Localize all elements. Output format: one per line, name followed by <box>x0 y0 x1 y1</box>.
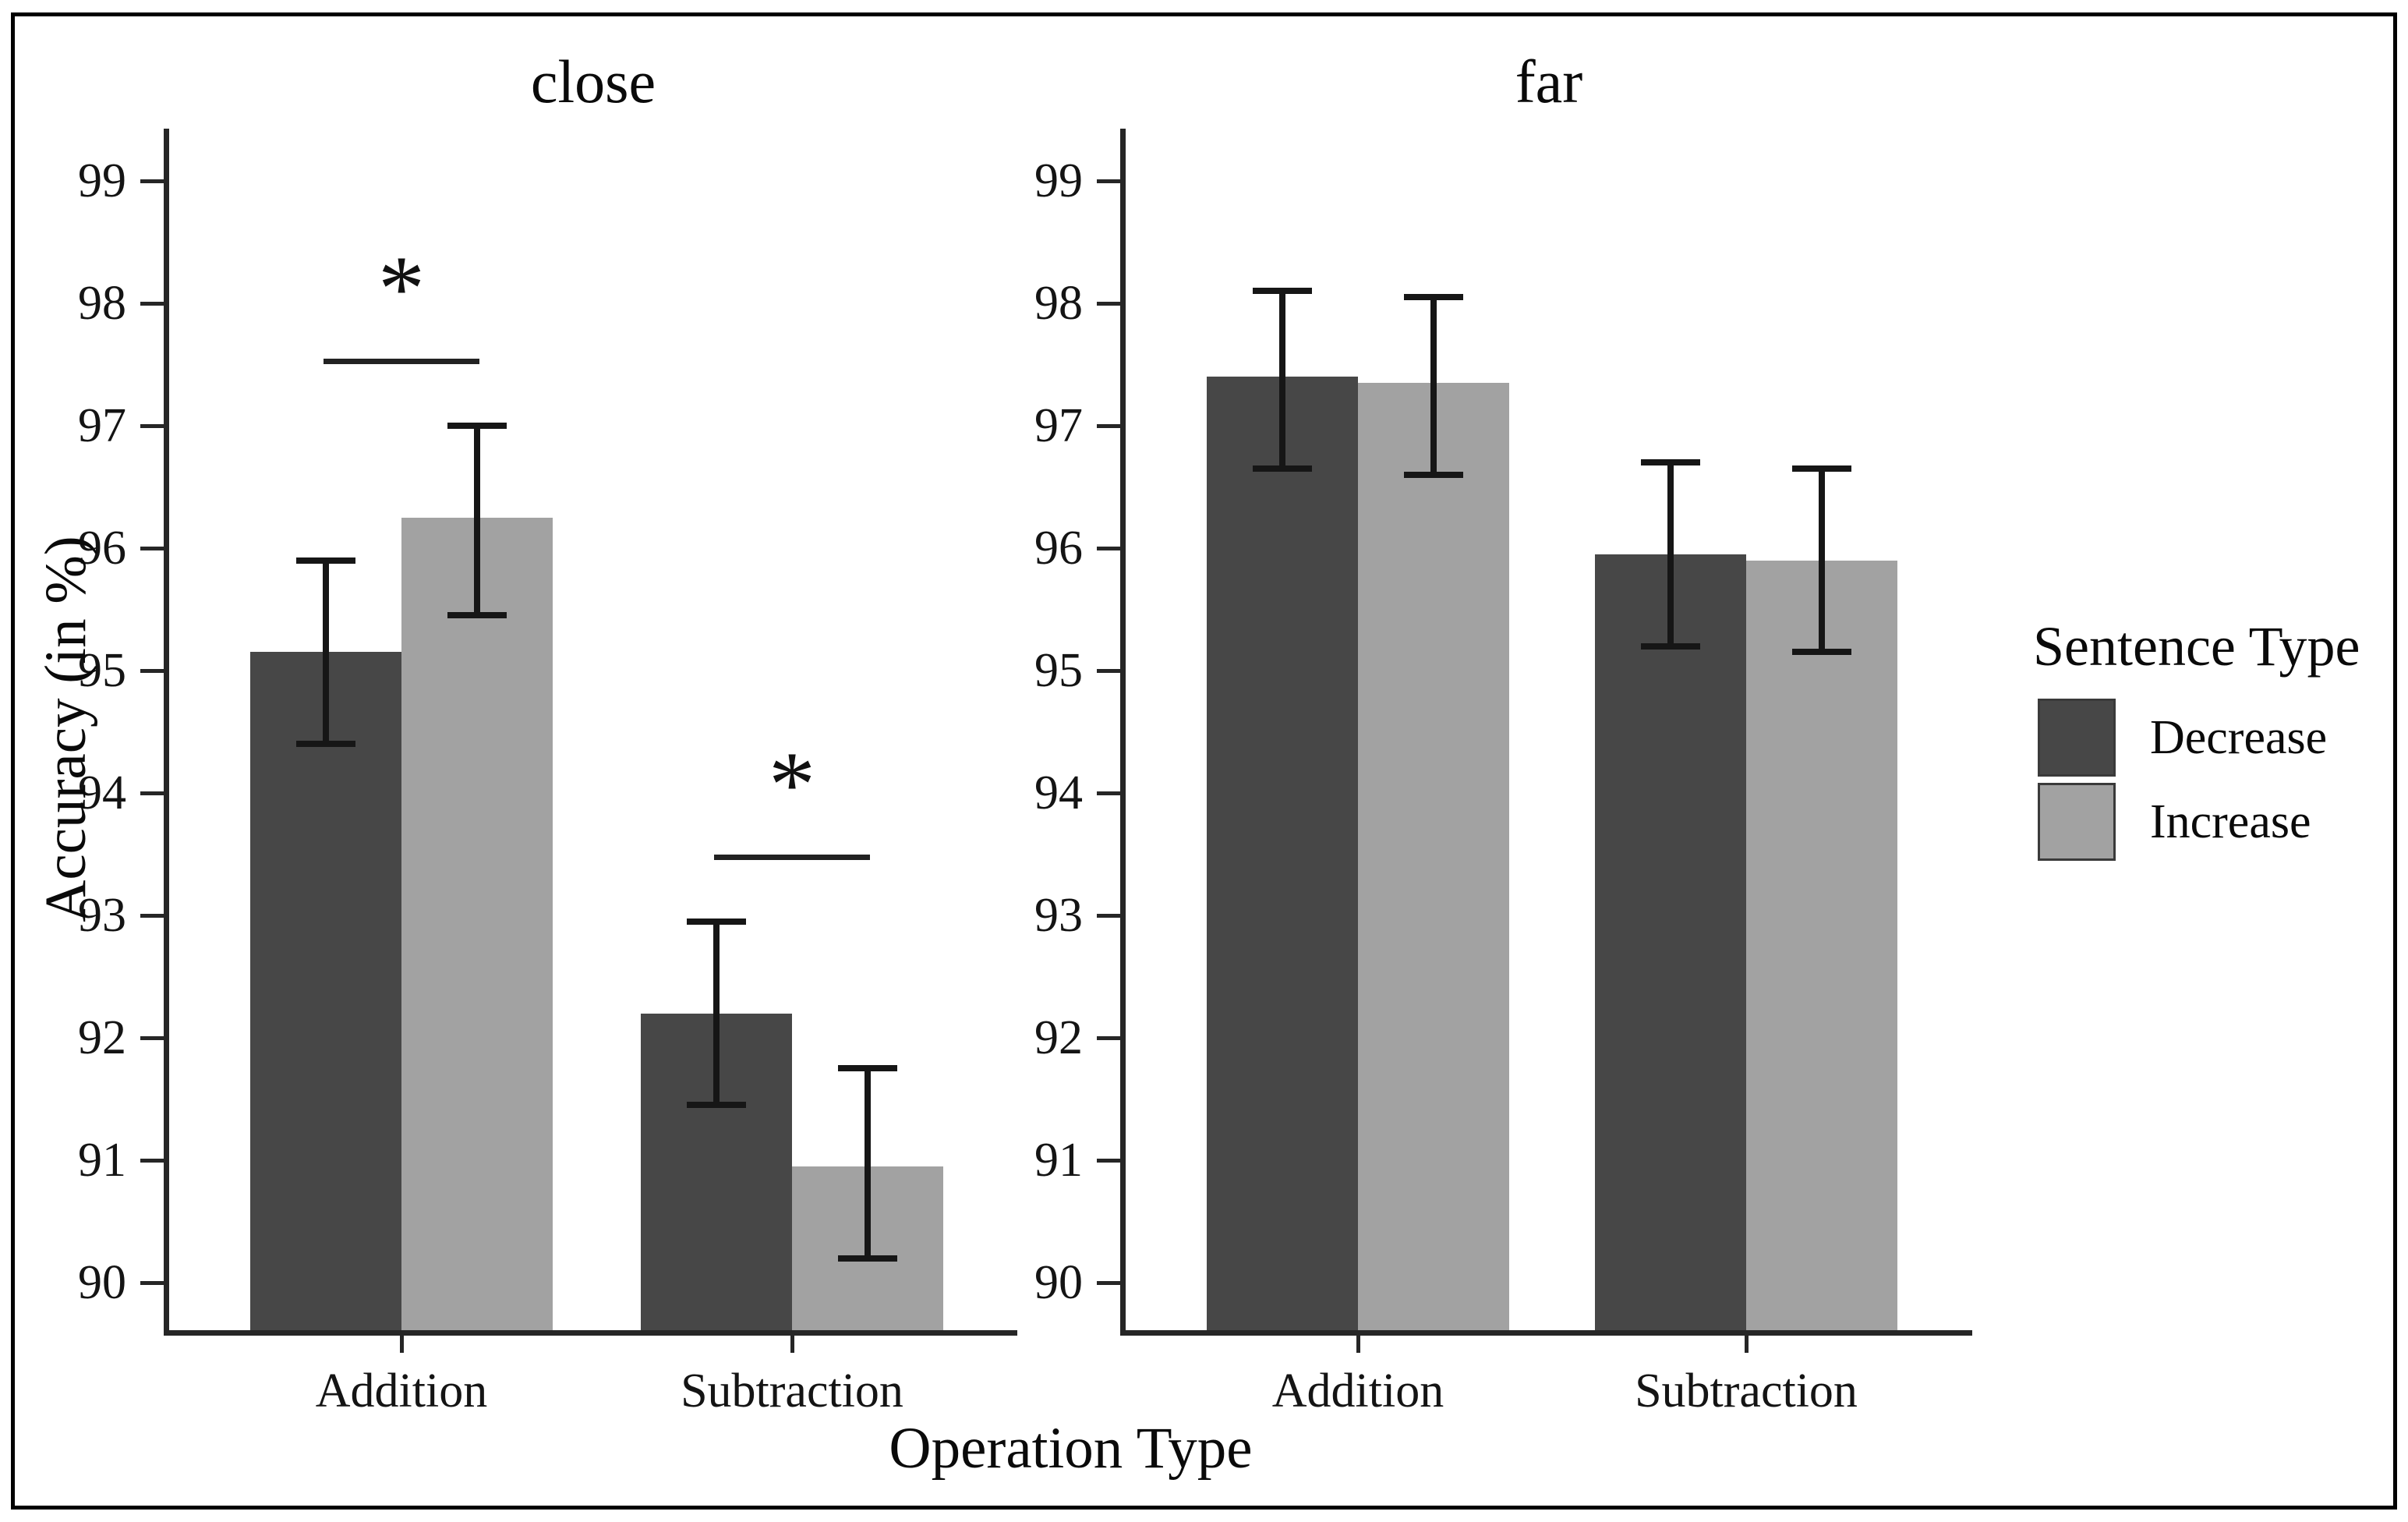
error-bar-cap-top-far-addition-decrease <box>1253 288 1312 295</box>
facet-title-close: close <box>530 48 656 115</box>
x-tick-far-Addition <box>1356 1336 1360 1353</box>
x-tick-label-close-Subtraction: Subtraction <box>681 1364 903 1418</box>
y-tick-label-close-97: 97 <box>78 399 126 452</box>
y-tick-label-far-91: 91 <box>1034 1134 1083 1187</box>
x-tick-far-Subtraction <box>1745 1336 1749 1353</box>
sig-line-close-subtraction <box>714 854 870 860</box>
y-tick-close-91 <box>140 1159 164 1163</box>
y-tick-label-far-90: 90 <box>1034 1256 1083 1309</box>
y-tick-far-96 <box>1097 547 1120 550</box>
error-bar-cap-bottom-close-addition-increase <box>447 612 507 619</box>
y-tick-close-92 <box>140 1036 164 1040</box>
error-bar-stem-far-addition-increase <box>1430 297 1437 475</box>
y-tick-label-close-92: 92 <box>78 1011 126 1064</box>
y-tick-close-98 <box>140 302 164 306</box>
x-tick-close-Subtraction <box>790 1336 794 1353</box>
y-tick-far-91 <box>1097 1159 1120 1163</box>
legend-title: Sentence Type <box>2033 615 2360 678</box>
error-bar-cap-top-far-subtraction-decrease <box>1641 459 1700 466</box>
y-tick-close-93 <box>140 914 164 918</box>
y-tick-label-close-91: 91 <box>78 1134 126 1187</box>
error-bar-cap-top-close-subtraction-decrease <box>687 918 746 925</box>
x-tick-close-Addition <box>400 1336 404 1353</box>
y-tick-close-94 <box>140 791 164 795</box>
y-tick-label-close-99: 99 <box>78 154 126 207</box>
y-tick-close-97 <box>140 424 164 428</box>
error-bar-stem-far-addition-decrease <box>1279 291 1285 469</box>
legend-label-decrease: Decrease <box>2150 711 2328 764</box>
y-tick-label-far-95: 95 <box>1034 644 1083 697</box>
error-bar-cap-top-close-subtraction-increase <box>838 1065 897 1072</box>
x-axis-line-close <box>164 1330 1017 1336</box>
bar-close-addition-decrease <box>250 652 401 1332</box>
y-tick-close-95 <box>140 669 164 673</box>
y-axis-line-far <box>1120 129 1126 1336</box>
error-bar-cap-bottom-far-subtraction-decrease <box>1641 642 1700 650</box>
y-tick-label-far-96: 96 <box>1034 522 1083 575</box>
bar-far-subtraction-decrease <box>1595 554 1746 1332</box>
bar-far-subtraction-increase <box>1746 560 1897 1332</box>
error-bar-cap-bottom-far-addition-increase <box>1404 471 1463 478</box>
sig-asterisk-close-addition: * <box>378 235 425 340</box>
x-axis-line-far <box>1120 1330 1972 1336</box>
y-tick-label-close-93: 93 <box>78 889 126 942</box>
bar-close-addition-increase <box>401 517 553 1332</box>
error-bar-stem-close-subtraction-increase <box>865 1068 871 1258</box>
error-bar-cap-bottom-far-addition-decrease <box>1253 465 1312 472</box>
y-tick-far-95 <box>1097 669 1120 673</box>
y-tick-label-close-98: 98 <box>78 277 126 330</box>
sig-asterisk-close-subtraction: * <box>769 731 815 836</box>
y-tick-label-far-99: 99 <box>1034 154 1083 207</box>
error-bar-stem-close-addition-increase <box>474 426 480 616</box>
y-tick-close-96 <box>140 547 164 550</box>
y-tick-far-94 <box>1097 791 1120 795</box>
x-tick-label-far-Subtraction: Subtraction <box>1635 1364 1858 1418</box>
sig-line-close-addition <box>324 358 479 364</box>
error-bar-cap-bottom-close-subtraction-decrease <box>687 1102 746 1109</box>
y-tick-label-close-94: 94 <box>78 766 126 819</box>
error-bar-cap-top-close-addition-decrease <box>296 557 355 564</box>
error-bar-cap-top-close-addition-increase <box>447 423 507 429</box>
y-tick-far-90 <box>1097 1281 1120 1285</box>
error-bar-cap-bottom-close-subtraction-increase <box>838 1255 897 1262</box>
y-tick-far-99 <box>1097 179 1120 183</box>
y-tick-far-98 <box>1097 302 1120 306</box>
y-tick-label-close-95: 95 <box>78 644 126 697</box>
error-bar-cap-bottom-close-addition-decrease <box>296 741 355 748</box>
y-tick-label-far-97: 97 <box>1034 399 1083 452</box>
error-bar-cap-bottom-far-subtraction-increase <box>1792 649 1851 656</box>
legend-swatch-decrease <box>2038 699 2116 777</box>
y-tick-label-close-90: 90 <box>78 1256 126 1309</box>
y-tick-close-90 <box>140 1281 164 1285</box>
legend-swatch-increase <box>2038 783 2116 861</box>
error-bar-cap-top-far-addition-increase <box>1404 294 1463 301</box>
y-axis-title: Accuracy (in %) <box>34 536 98 922</box>
x-tick-label-far-Addition: Addition <box>1271 1364 1444 1418</box>
y-tick-far-93 <box>1097 914 1120 918</box>
x-tick-label-close-Addition: Addition <box>315 1364 488 1418</box>
y-tick-close-99 <box>140 179 164 183</box>
error-bar-stem-far-subtraction-increase <box>1819 468 1825 653</box>
error-bar-cap-top-far-subtraction-increase <box>1792 465 1851 472</box>
facet-title-far: far <box>1515 48 1583 115</box>
y-tick-label-far-93: 93 <box>1034 889 1083 942</box>
figure-border <box>11 12 2397 1510</box>
y-axis-line-close <box>164 129 169 1336</box>
y-tick-label-far-94: 94 <box>1034 766 1083 819</box>
error-bar-stem-close-addition-decrease <box>323 560 329 745</box>
y-tick-far-92 <box>1097 1036 1120 1040</box>
legend-label-increase: Increase <box>2150 795 2311 848</box>
y-tick-label-far-92: 92 <box>1034 1011 1083 1064</box>
y-tick-label-close-96: 96 <box>78 522 126 575</box>
error-bar-stem-far-subtraction-decrease <box>1667 462 1674 646</box>
bar-far-addition-increase <box>1358 383 1509 1332</box>
y-tick-label-far-98: 98 <box>1034 277 1083 330</box>
x-axis-title: Operation Type <box>889 1416 1253 1481</box>
y-tick-far-97 <box>1097 424 1120 428</box>
error-bar-stem-close-subtraction-decrease <box>713 921 720 1106</box>
bar-far-addition-decrease <box>1207 377 1358 1332</box>
